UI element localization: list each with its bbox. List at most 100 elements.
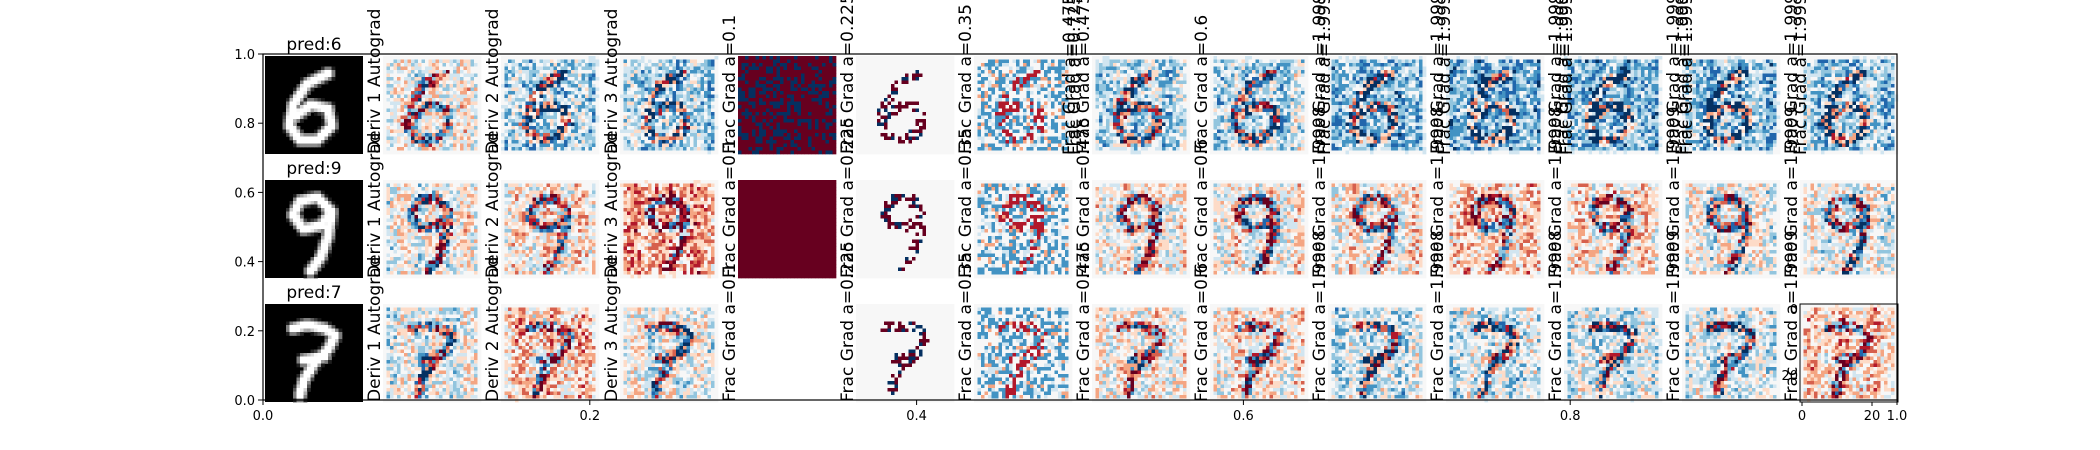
- heatmap-cell: [408, 130, 412, 134]
- heatmap-cell: [951, 151, 955, 155]
- heatmap-cell: [554, 151, 558, 155]
- heatmap-cell: [638, 151, 642, 155]
- heatmap-cell: [867, 88, 871, 92]
- heatmap-cell: [777, 74, 781, 78]
- heatmap-cell: [791, 77, 795, 81]
- heatmap-cell: [940, 126, 944, 130]
- heatmap-cell: [554, 74, 558, 78]
- heatmap-cell: [676, 123, 680, 127]
- heatmap-cell: [752, 147, 756, 151]
- heatmap-cell: [923, 70, 927, 74]
- heatmap-cell: [891, 63, 895, 67]
- digit-pixel: [335, 112, 339, 116]
- heatmap-cell: [905, 91, 909, 95]
- heatmap-cell: [749, 151, 753, 155]
- heatmap-cell: [919, 119, 923, 123]
- heatmap-cell: [867, 74, 871, 78]
- heatmap-cell: [1002, 81, 1006, 85]
- heatmap-cell: [881, 119, 885, 123]
- heatmap-cell: [669, 60, 673, 64]
- heatmap-cell: [867, 116, 871, 120]
- heatmap-cell: [791, 130, 795, 134]
- heatmap-cell: [749, 56, 753, 60]
- heatmap-cell: [508, 70, 512, 74]
- heatmap-cell: [898, 95, 902, 99]
- heatmap-cell: [745, 77, 749, 81]
- heatmap-cell: [540, 84, 544, 88]
- heatmap-cell: [895, 133, 899, 137]
- heatmap-cell: [645, 84, 649, 88]
- heatmap-cell: [505, 98, 509, 102]
- heatmap-cell: [891, 74, 895, 78]
- heatmap-cell: [787, 147, 791, 151]
- heatmap-cell: [624, 56, 628, 60]
- heatmap-cell: [673, 137, 677, 141]
- heatmap-cell: [1016, 98, 1020, 102]
- heatmap-cell: [805, 147, 809, 151]
- heatmap-cell: [819, 102, 823, 106]
- digit-pixel: [283, 123, 287, 127]
- digit-pixel: [318, 126, 322, 130]
- heatmap-cell: [1051, 109, 1055, 113]
- heatmap-cell: [687, 109, 691, 113]
- heatmap-cell: [902, 147, 906, 151]
- heatmap-cell: [467, 140, 471, 144]
- heatmap-cell: [1030, 67, 1034, 71]
- heatmap-cell: [453, 105, 457, 109]
- heatmap-cell: [1006, 74, 1010, 78]
- heatmap-cell: [902, 91, 906, 95]
- heatmap-cell: [944, 60, 948, 64]
- heatmap-cell: [1055, 140, 1059, 144]
- heatmap-cell: [867, 133, 871, 137]
- heatmap-cell: [916, 147, 920, 151]
- heatmap-cell: [770, 102, 774, 106]
- heatmap-cell: [467, 112, 471, 116]
- heatmap-cell: [478, 119, 482, 123]
- digit-pixel: [321, 77, 325, 81]
- heatmap-cell: [819, 147, 823, 151]
- heatmap-cell: [801, 88, 805, 92]
- heatmap-cell: [715, 56, 719, 60]
- heatmap-cell: [898, 140, 902, 144]
- heatmap-cell: [919, 151, 923, 155]
- heatmap-cell: [791, 98, 795, 102]
- heatmap-cell: [1009, 98, 1013, 102]
- heatmap-cell: [669, 102, 673, 106]
- heatmap-cell: [815, 137, 819, 141]
- heatmap-cell: [1027, 137, 1031, 141]
- heatmap-cell: [578, 95, 582, 99]
- heatmap-cell: [697, 151, 701, 155]
- heatmap-cell: [940, 112, 944, 116]
- heatmap-cell: [791, 112, 795, 116]
- heatmap-cell: [568, 102, 572, 106]
- heatmap-cell: [522, 91, 526, 95]
- heatmap-cell: [680, 91, 684, 95]
- heatmap-cell: [666, 105, 670, 109]
- heatmap-cell: [919, 63, 923, 67]
- heatmap-cell: [401, 126, 405, 130]
- heatmap-cell: [515, 130, 519, 134]
- heatmap-cell: [408, 151, 412, 155]
- heatmap-cell: [752, 144, 756, 148]
- heatmap-cell: [561, 116, 565, 120]
- heatmap-cell: [773, 81, 777, 85]
- heatmap-cell: [450, 119, 454, 123]
- heatmap-cell: [951, 109, 955, 113]
- heatmap-cell: [627, 126, 631, 130]
- digit-pixel: [290, 126, 294, 130]
- heatmap-cell: [773, 130, 777, 134]
- heatmap-cell: [401, 67, 405, 71]
- heatmap-cell: [568, 144, 572, 148]
- digit-pixel: [307, 144, 311, 148]
- heatmap-cell: [1037, 119, 1041, 123]
- heatmap-cell: [655, 88, 659, 92]
- heatmap-cell: [397, 81, 401, 85]
- heatmap-cell: [770, 116, 774, 120]
- heatmap-cell: [773, 98, 777, 102]
- heatmap-cell: [415, 67, 419, 71]
- heatmap-cell: [749, 119, 753, 123]
- heatmap-cell: [436, 98, 440, 102]
- heatmap-cell: [752, 130, 756, 134]
- heatmap-cell: [540, 91, 544, 95]
